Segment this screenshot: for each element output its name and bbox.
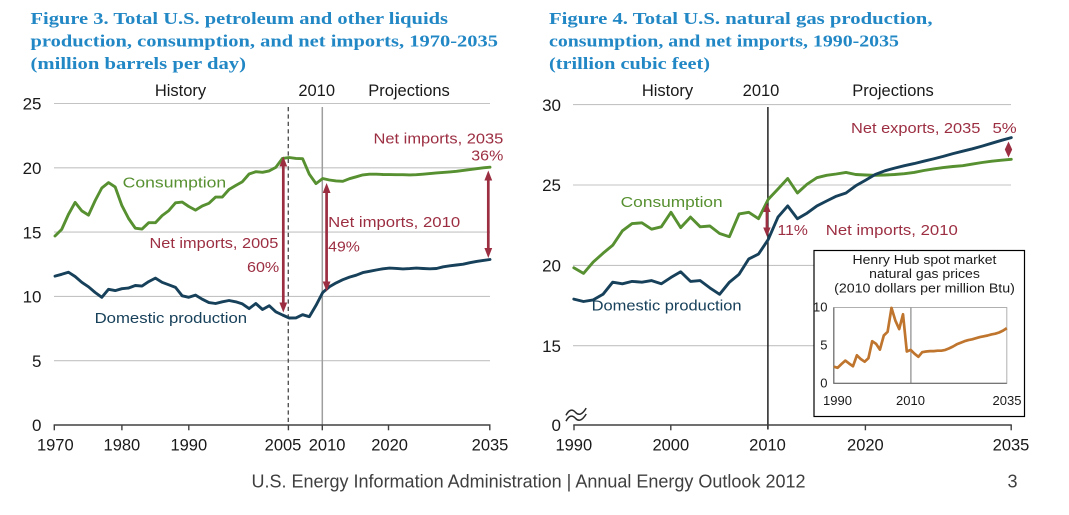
svg-text:15: 15 [542,337,561,356]
svg-text:30: 30 [542,96,561,115]
svg-text:10: 10 [23,288,42,307]
svg-text:49%: 49% [328,238,360,255]
svg-text:15: 15 [23,223,42,242]
svg-text:consumption, and net imports,: consumption, and net imports, 1990-2035 [549,31,899,50]
svg-text:History: History [155,82,207,100]
svg-text:2035: 2035 [993,437,1030,455]
svg-text:(2010 dollars per million Btu): (2010 dollars per million Btu) [834,281,1015,296]
svg-text:36%: 36% [471,148,503,165]
svg-text:Net imports, 2010: Net imports, 2010 [826,222,958,239]
svg-text:Net imports, 2005: Net imports, 2005 [150,235,279,252]
svg-text:1990: 1990 [555,437,592,455]
svg-text:Henry Hub spot market: Henry Hub spot market [853,252,997,267]
svg-text:Net imports, 2010: Net imports, 2010 [328,214,460,231]
svg-text:20: 20 [23,159,42,178]
svg-text:2020: 2020 [371,437,408,455]
svg-text:5: 5 [32,352,41,371]
svg-text:2005: 2005 [265,437,302,455]
svg-text:Figure 4. Total U.S. natural g: Figure 4. Total U.S. natural gas product… [549,9,933,28]
svg-text:2010: 2010 [298,82,335,100]
svg-text:Projections: Projections [852,82,934,100]
svg-text:2010: 2010 [749,437,786,455]
svg-text:1970: 1970 [37,437,74,455]
svg-text:2035: 2035 [472,437,509,455]
svg-text:Consumption: Consumption [621,195,723,211]
svg-text:Domestic production: Domestic production [95,311,248,327]
svg-text:2010: 2010 [896,393,925,408]
svg-text:Consumption: Consumption [123,175,227,191]
svg-text:Domestic production: Domestic production [592,299,742,315]
svg-text:natural gas prices: natural gas prices [869,266,980,281]
svg-text:5%: 5% [993,120,1017,137]
svg-text:25: 25 [542,176,561,195]
svg-text:11%: 11% [778,222,808,239]
svg-text:0: 0 [552,416,561,435]
svg-text:1980: 1980 [104,437,141,455]
svg-text:2000: 2000 [652,437,689,455]
svg-text:25: 25 [23,95,42,114]
svg-text:(trillion cubic feet): (trillion cubic feet) [549,54,710,73]
svg-text:2010: 2010 [743,82,780,100]
svg-text:2010: 2010 [309,437,346,455]
svg-text:(million barrels per day): (million barrels per day) [31,54,247,73]
svg-text:3: 3 [1007,472,1017,492]
svg-text:U.S. Energy Information Admini: U.S. Energy Information Administration |… [252,472,806,492]
svg-text:Projections: Projections [368,82,450,100]
svg-text:Net exports, 2035: Net exports, 2035 [851,120,980,137]
svg-text:Figure 3. Total U.S. petroleum: Figure 3. Total U.S. petroleum and other… [31,9,449,28]
svg-text:10: 10 [813,300,827,315]
svg-text:20: 20 [542,257,561,276]
svg-text:60%: 60% [247,259,279,276]
svg-text:production, consumption, and n: production, consumption, and net imports… [31,31,499,50]
svg-text:2020: 2020 [847,437,884,455]
svg-text:Net imports, 2035: Net imports, 2035 [374,131,504,148]
svg-text:2035: 2035 [993,393,1022,408]
svg-text:0: 0 [820,376,827,391]
svg-text:5: 5 [820,338,827,353]
svg-text:1990: 1990 [823,393,852,408]
svg-text:0: 0 [32,416,41,435]
svg-text:History: History [642,82,694,100]
svg-text:1990: 1990 [170,437,207,455]
